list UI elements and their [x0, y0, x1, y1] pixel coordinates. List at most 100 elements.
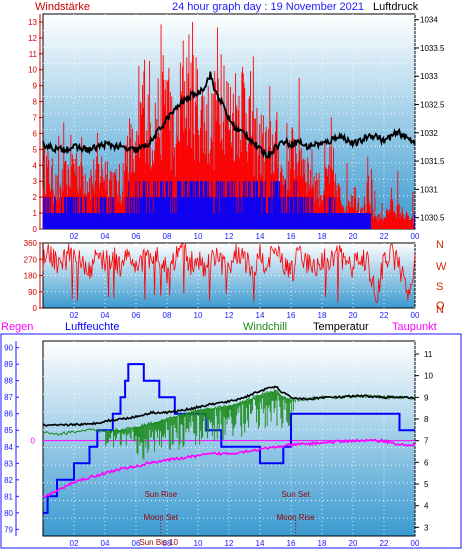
pressure-tick-label: 1033.5: [420, 44, 445, 53]
x-tick-label: 00: [411, 539, 420, 548]
legend-taupunkt: Taupunkt: [392, 321, 437, 333]
temperature-tick-label: 7: [424, 437, 429, 446]
humidity-tick-label: 88: [4, 377, 13, 386]
direction-panel-grid: [43, 243, 416, 308]
x-tick-label: 02: [70, 232, 79, 241]
x-tick-label: 20: [349, 232, 358, 241]
direction-tick-label: 0: [33, 304, 38, 313]
direction-tick-label: 180: [24, 272, 38, 281]
wind-tick-label: 11: [29, 50, 38, 59]
pressure-tick-label: 1032.5: [420, 101, 445, 110]
pressure-tick-label: 1031.5: [420, 157, 445, 166]
humidity-tick-label: 87: [4, 393, 13, 402]
temperature-line: [42, 385, 416, 427]
x-tick-label: 18: [318, 311, 327, 320]
header-right-label: Luftdruck: [373, 1, 419, 13]
x-tick-label: 14: [256, 311, 265, 320]
x-tick-label: 16: [287, 311, 296, 320]
temperature-tick-label: 3: [424, 523, 429, 532]
wind-tick-label: 7: [33, 114, 38, 123]
wind-panel-marks: [42, 21, 416, 229]
x-tick-label: 20: [349, 311, 358, 320]
legend-temperatur: Temperatur: [313, 321, 369, 333]
astro-annotation: Moon Set: [144, 513, 179, 522]
humidity-tick-label: 81: [4, 492, 13, 501]
wind-panel-axes: 0123456789101112131030.510311031.5103210…: [28, 14, 445, 241]
compass-label: N: [436, 304, 444, 316]
x-tick-label: 22: [380, 539, 389, 548]
astro-annotation: Moon Rise: [277, 513, 316, 522]
humidity-tick-label: 89: [4, 360, 13, 369]
x-tick-label: 18: [318, 539, 327, 548]
pressure-tick-label: 1032: [420, 129, 438, 138]
x-tick-label: 08: [163, 311, 172, 320]
pressure-tick-label: 1030.5: [420, 214, 445, 223]
x-tick-label: 16: [287, 539, 296, 548]
x-tick-label: 12: [225, 539, 234, 548]
temperature-tick-label: 4: [424, 502, 429, 511]
x-tick-label: 12: [225, 232, 234, 241]
wind-tick-label: 6: [33, 129, 38, 138]
dewpoint-line: [42, 437, 416, 498]
legend-luftfeuchte: Luftfeuchte: [65, 321, 119, 333]
pressure-tick-label: 1034: [420, 16, 438, 25]
humidity-tick-label: 86: [4, 410, 13, 419]
header-left-label: Windstärke: [35, 1, 90, 13]
x-tick-label: 06: [132, 539, 141, 548]
wind-tick-label: 3: [33, 177, 38, 186]
regen-zero-label: 0: [31, 437, 36, 446]
x-tick-label: 04: [101, 539, 110, 548]
wind-tick-label: 1: [33, 209, 38, 218]
temperature-tick-label: 11: [424, 350, 433, 359]
x-tick-label: 10: [194, 311, 203, 320]
x-tick-label: 04: [101, 232, 110, 241]
x-tick-label: 12: [225, 311, 234, 320]
outer-blue-frame: [0, 333, 462, 549]
temperature-tick-label: 10: [424, 372, 433, 381]
wind-tick-label: 5: [33, 145, 38, 154]
humidity-tick-label: 79: [4, 525, 13, 534]
header-title: 24 hour graph day : 19 November 2021: [172, 1, 364, 13]
x-tick-label: 08: [163, 232, 172, 241]
temperature-tick-label: 8: [424, 415, 429, 424]
wind-tick-label: 0: [33, 225, 38, 234]
astro-annotation: Sun Rise: [145, 490, 178, 499]
humidity-line: [43, 363, 415, 514]
direction-tick-label: 90: [28, 288, 37, 297]
x-tick-label: 22: [380, 311, 389, 320]
x-tick-label: 06: [132, 311, 141, 320]
compass-label: N: [436, 239, 444, 251]
legend-windchill: Windchill: [243, 321, 287, 333]
x-tick-label: 00: [411, 232, 420, 241]
humidity-tick-label: 83: [4, 459, 13, 468]
direction-tick-label: 360: [24, 239, 38, 248]
humidity-tick-label: 82: [4, 476, 13, 485]
humidity-tick-label: 85: [4, 426, 13, 435]
humidity-tick-label: 80: [4, 509, 13, 518]
x-tick-label: 14: [256, 232, 265, 241]
astro-annotation: 10: [169, 538, 178, 547]
x-tick-label: 16: [287, 232, 296, 241]
wind-tick-label: 2: [33, 193, 38, 202]
x-tick-label: 14: [256, 539, 265, 548]
pressure-tick-label: 1033: [420, 72, 438, 81]
wind-tick-label: 9: [33, 82, 38, 91]
compass-label: W: [436, 261, 447, 273]
pressure-line: [42, 71, 416, 160]
temperature-panel-frame: [42, 340, 416, 537]
x-tick-label: 18: [318, 232, 327, 241]
legend-regen: Regen: [1, 321, 33, 333]
x-tick-label: 10: [194, 232, 203, 241]
pressure-tick-label: 1031: [420, 185, 438, 194]
wind-tick-label: 8: [33, 98, 38, 107]
astro-annotation: Sun Bis: [139, 538, 167, 547]
temperature-tick-label: 6: [424, 458, 429, 467]
x-tick-label: 02: [70, 311, 79, 320]
temperature-panel-grid: [43, 341, 416, 536]
direction-panel-marks: [42, 242, 416, 304]
